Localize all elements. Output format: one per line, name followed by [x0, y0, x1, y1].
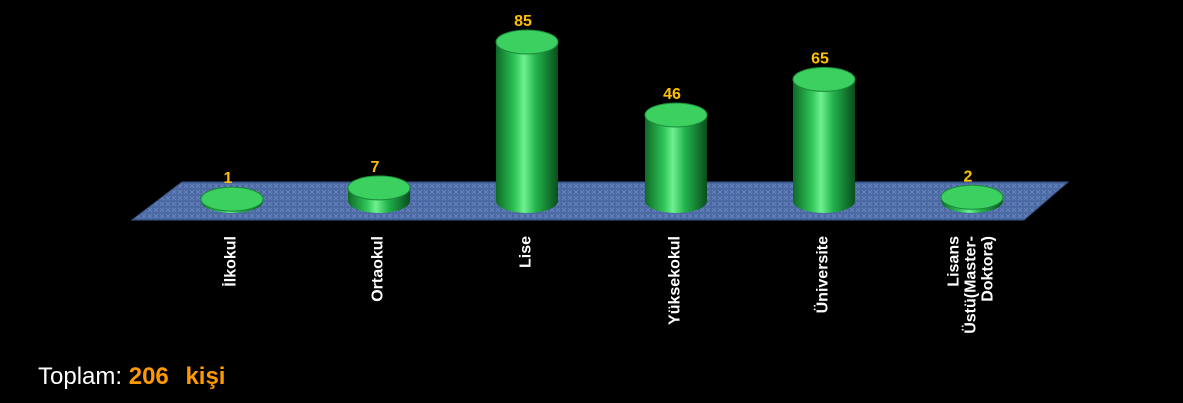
- bar-top: [200, 186, 264, 212]
- category-label: Yüksekokul: [667, 236, 684, 325]
- bar-body: [645, 114, 707, 213]
- total-unit: kişi: [185, 363, 226, 390]
- bar-5: [792, 66, 856, 213]
- value-label: 2: [964, 168, 973, 185]
- value-label: 65: [811, 50, 829, 67]
- category-label: Lisans Üstü(Master- Doktora): [946, 236, 997, 334]
- category-label-line: Doktora): [980, 236, 997, 302]
- bar-top: [792, 66, 856, 92]
- category-label-line: Lise: [518, 236, 535, 268]
- bar-top: [347, 175, 411, 201]
- value-label: 85: [514, 13, 532, 30]
- total-label: Toplam:: [38, 363, 123, 390]
- bar-top: [940, 184, 1004, 210]
- total-value: 206: [128, 363, 169, 390]
- category-label-line: Ortaokul: [370, 236, 387, 302]
- category-label-line: Üniversite: [813, 236, 832, 313]
- chart-floor: [130, 181, 1070, 221]
- bar-top: [644, 102, 708, 128]
- bar-6: [940, 184, 1004, 213]
- category-label: Lise: [518, 236, 535, 268]
- bar-body: [496, 42, 558, 213]
- value-label: 46: [663, 86, 681, 103]
- category-label: Üniversite: [813, 236, 832, 313]
- category-label: İlkokul: [222, 236, 240, 287]
- bar-body: [793, 79, 855, 213]
- bar-1: [200, 186, 264, 213]
- category-label: Ortaokul: [370, 236, 387, 302]
- bar-2: [347, 175, 411, 213]
- bar-top: [495, 29, 559, 55]
- bar-4: [644, 102, 708, 213]
- bar-3: [495, 29, 559, 213]
- value-label: 7: [371, 159, 380, 176]
- total-summary: Toplam: 206 kişi: [38, 363, 225, 391]
- category-label-line: Yüksekokul: [667, 236, 684, 325]
- value-label: 1: [224, 170, 233, 187]
- category-label-line: Lisans: [946, 236, 963, 287]
- category-label-line: İlkokul: [222, 236, 240, 287]
- category-label-line: Üstü(Master-: [961, 236, 980, 334]
